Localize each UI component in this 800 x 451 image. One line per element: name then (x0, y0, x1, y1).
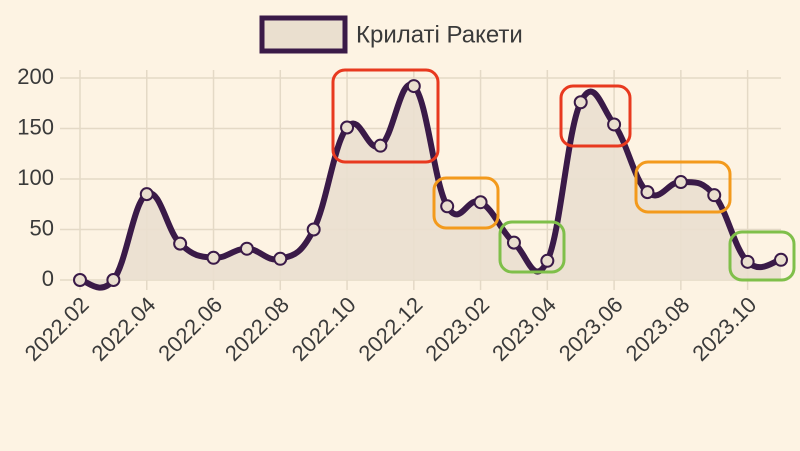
point (106, 273, 121, 287)
y-tick-label: 200 (17, 64, 54, 89)
highlight-box (559, 84, 632, 148)
point (273, 251, 288, 266)
plot (73, 79, 788, 291)
point (473, 195, 488, 210)
point (340, 120, 355, 135)
point (607, 117, 622, 132)
legend-swatch (259, 15, 348, 54)
area (80, 84, 781, 288)
point (73, 273, 87, 287)
point (640, 185, 655, 200)
point (573, 95, 588, 110)
y-tick-label: 150 (17, 114, 54, 139)
point (373, 138, 388, 153)
y-tick-label: 100 (17, 165, 54, 190)
point (440, 199, 455, 214)
highlight-box (498, 220, 566, 274)
point (406, 79, 421, 94)
point (740, 254, 755, 269)
point (173, 236, 188, 251)
highlight-box (728, 230, 796, 282)
point (774, 252, 788, 267)
point (707, 188, 722, 203)
point (306, 222, 321, 237)
point (506, 235, 521, 250)
annotations (331, 68, 796, 282)
highlight-box (634, 160, 732, 214)
point (239, 241, 254, 256)
legend: Крилаті Ракети (259, 15, 523, 54)
y-tick-label: 50 (30, 215, 54, 240)
y-tick-label: 0 (42, 266, 54, 291)
highlight-box (432, 176, 500, 230)
point (673, 175, 688, 190)
highlight-box (331, 68, 440, 164)
point (139, 187, 154, 202)
point (206, 250, 221, 265)
point (540, 253, 555, 268)
legend-label: Крилаті Ракети (356, 21, 523, 48)
